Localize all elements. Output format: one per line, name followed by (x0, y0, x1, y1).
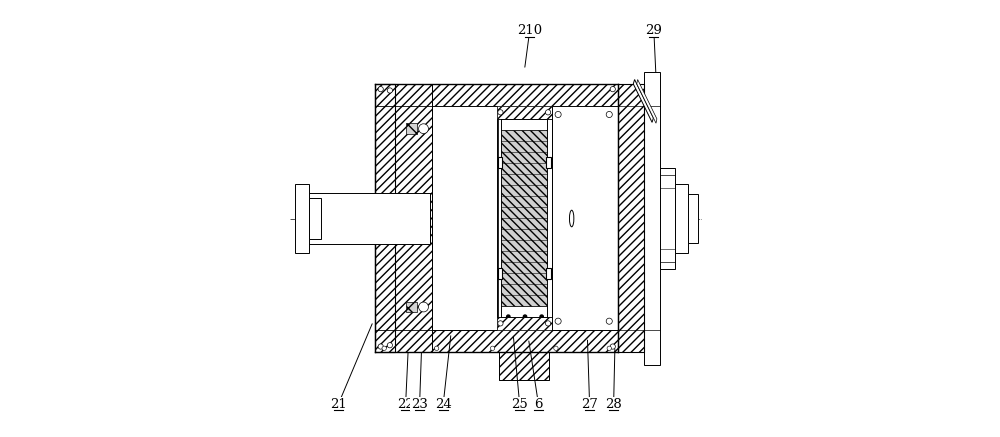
Bar (375, 84, 395, 352)
Bar (375, 84, 395, 352)
Circle shape (419, 302, 428, 312)
Circle shape (490, 346, 495, 350)
Bar (499, 352, 549, 380)
Bar (432, 106, 498, 330)
Bar (618, 84, 644, 352)
Bar (498, 157, 502, 168)
Circle shape (387, 343, 392, 348)
Bar (375, 84, 618, 106)
Bar (309, 198, 321, 239)
Bar (395, 84, 432, 352)
Bar (644, 72, 660, 365)
Bar (295, 184, 309, 253)
Text: 6: 6 (534, 398, 543, 411)
Circle shape (545, 110, 551, 115)
Bar (497, 317, 552, 330)
Text: 22: 22 (397, 398, 414, 411)
Bar (375, 330, 618, 352)
Bar (688, 194, 698, 243)
Bar (375, 106, 618, 330)
Circle shape (498, 110, 503, 115)
Text: 28: 28 (605, 398, 622, 411)
Circle shape (378, 87, 383, 92)
Text: 23: 23 (411, 398, 428, 411)
Ellipse shape (569, 210, 574, 227)
Bar (501, 306, 547, 317)
Bar (499, 352, 549, 380)
Circle shape (434, 346, 439, 350)
Bar (546, 157, 551, 168)
Circle shape (378, 344, 383, 349)
Circle shape (545, 321, 551, 326)
Bar (497, 106, 552, 330)
Polygon shape (633, 80, 653, 122)
Bar (660, 168, 675, 269)
Bar (675, 184, 688, 253)
Text: 24: 24 (435, 398, 452, 411)
Bar (552, 106, 618, 330)
Circle shape (606, 111, 612, 118)
Circle shape (610, 87, 615, 92)
Text: 27: 27 (581, 398, 598, 411)
Bar (406, 123, 417, 134)
Circle shape (606, 318, 612, 324)
Circle shape (610, 344, 615, 349)
Text: 25: 25 (511, 398, 528, 411)
Text: 210: 210 (517, 24, 542, 37)
Bar (308, 193, 430, 244)
Bar (618, 84, 644, 352)
Text: 29: 29 (645, 24, 662, 37)
Polygon shape (637, 80, 657, 123)
Bar (497, 106, 552, 119)
Bar (501, 119, 547, 130)
Bar (501, 119, 547, 317)
Circle shape (382, 346, 386, 350)
Circle shape (555, 111, 561, 118)
Circle shape (498, 321, 503, 326)
Circle shape (607, 346, 611, 350)
Bar (498, 268, 502, 278)
Bar (395, 84, 432, 352)
Circle shape (555, 318, 561, 324)
Circle shape (554, 346, 558, 350)
Circle shape (419, 124, 428, 134)
Bar (406, 302, 417, 312)
Bar (644, 106, 660, 330)
Bar (546, 268, 551, 278)
Circle shape (387, 88, 392, 93)
Text: 21: 21 (330, 398, 347, 411)
